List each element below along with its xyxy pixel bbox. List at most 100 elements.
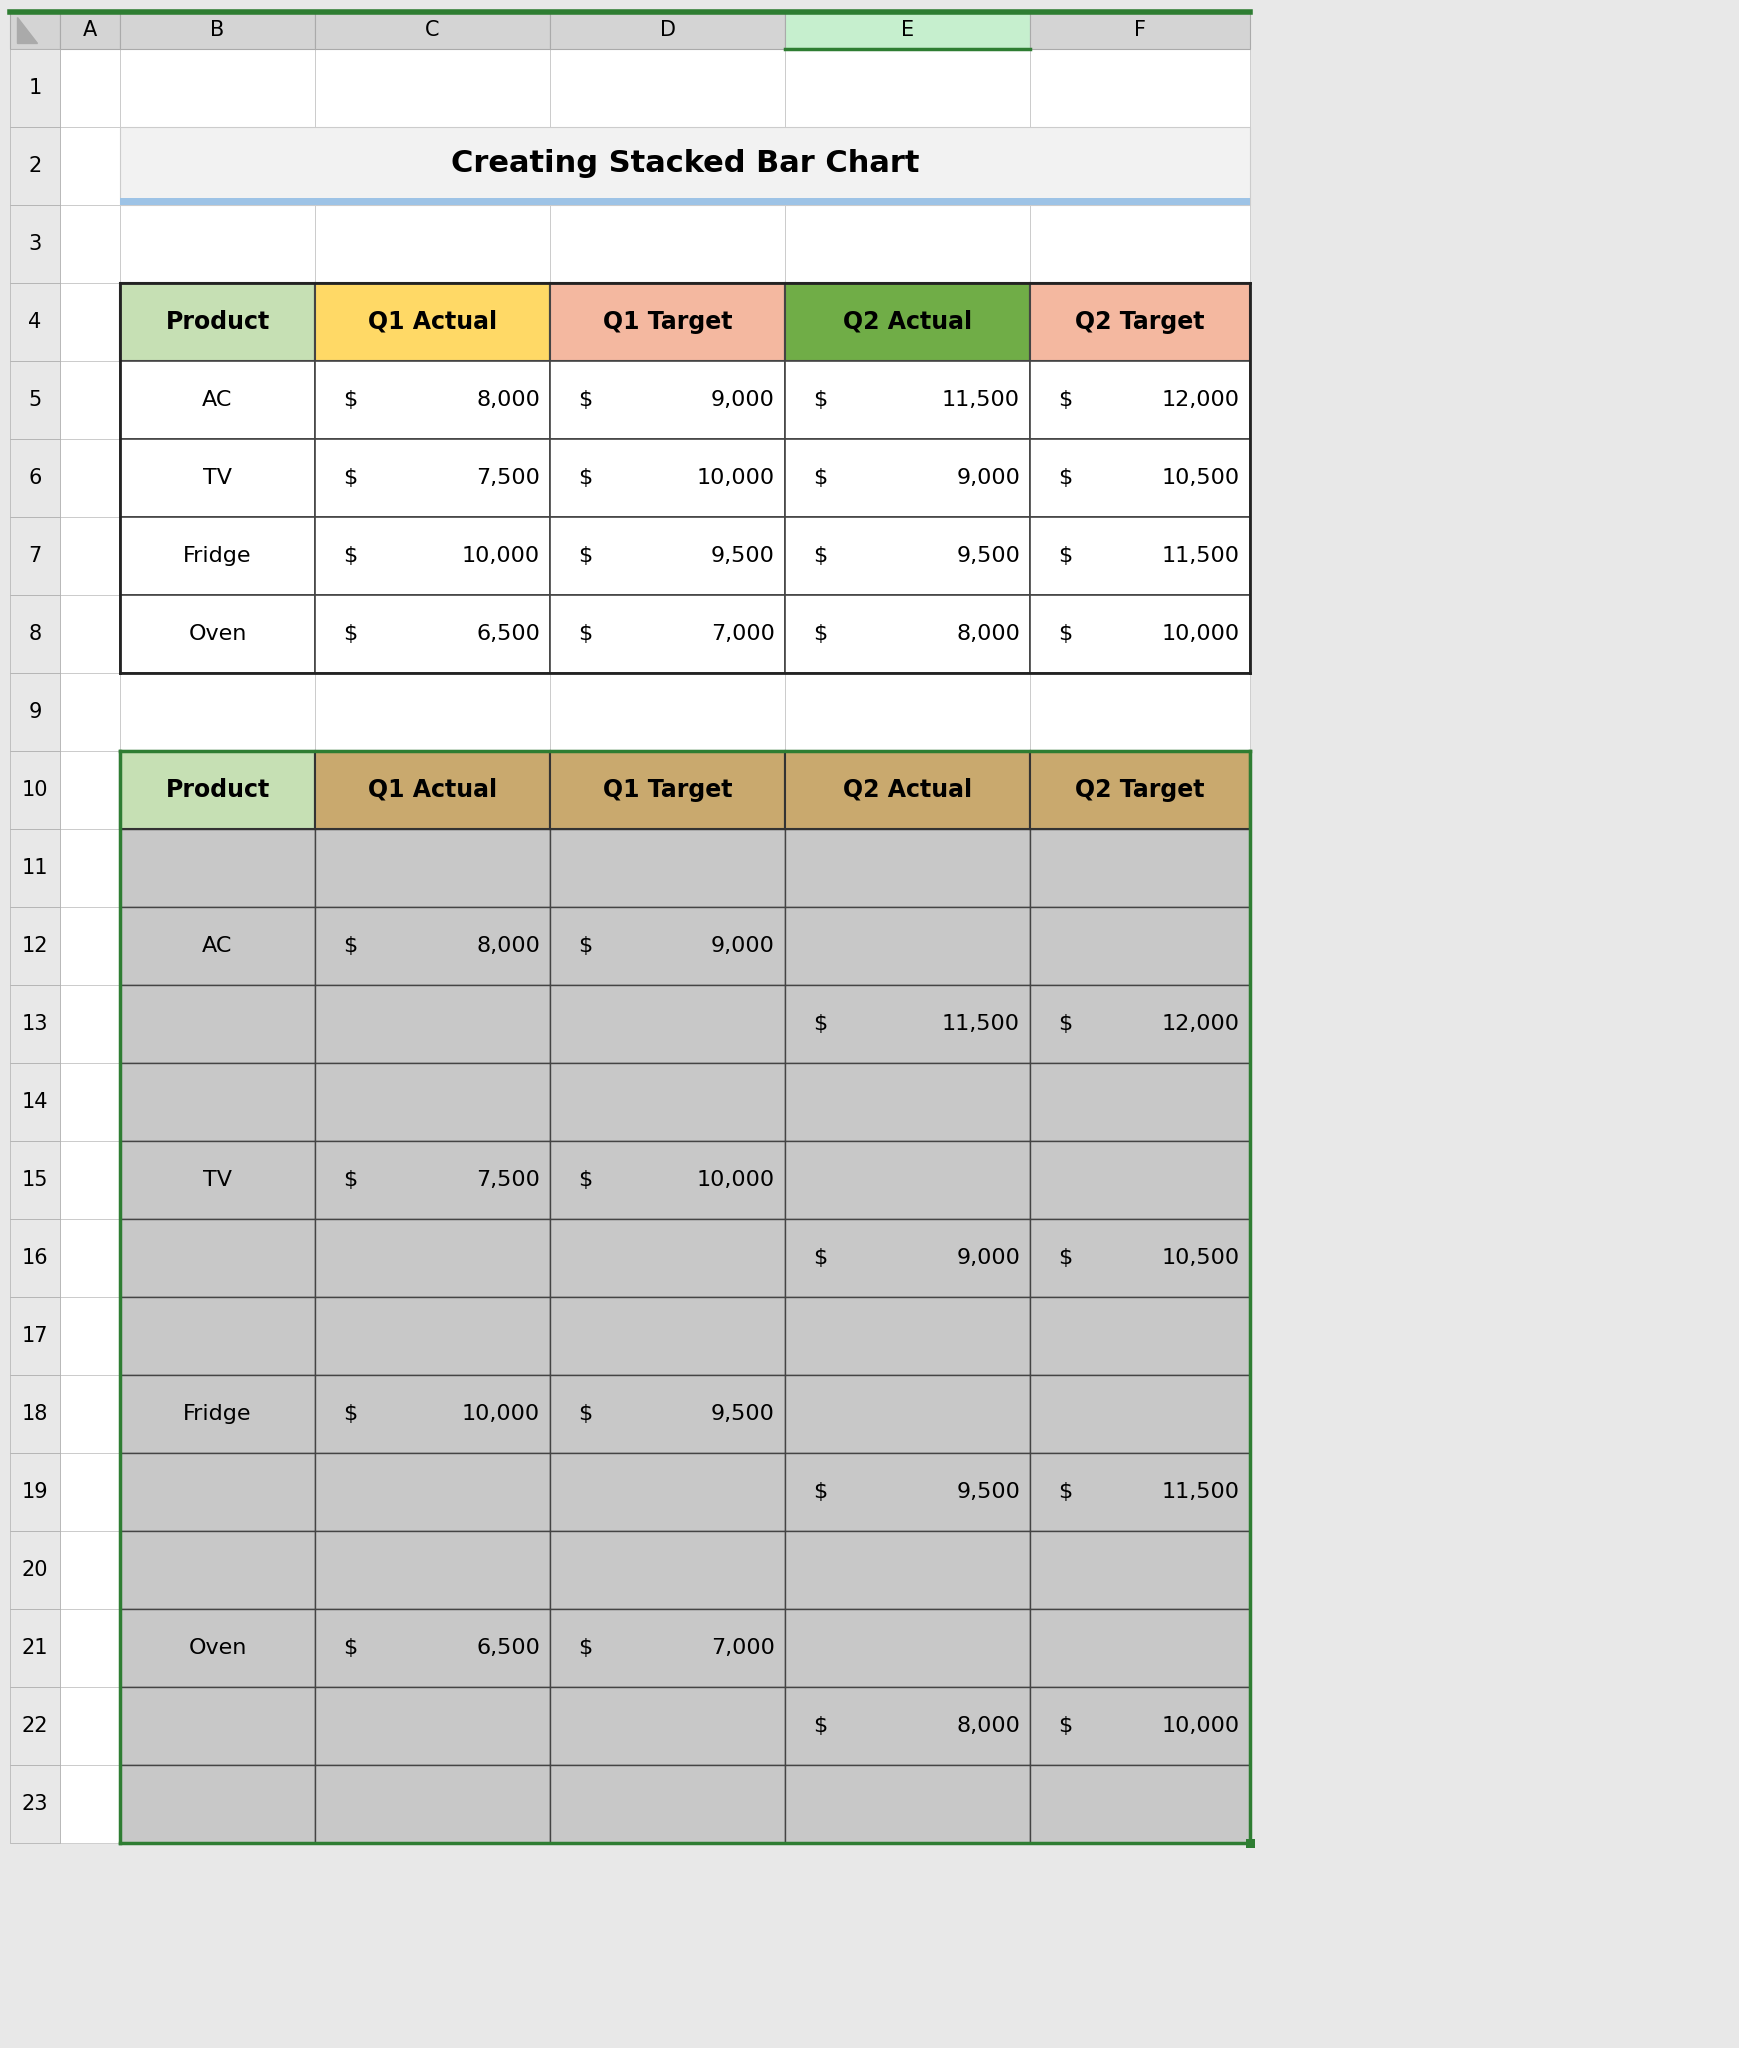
Bar bbox=[315, 283, 550, 360]
Bar bbox=[10, 752, 61, 829]
Bar bbox=[315, 907, 550, 985]
Bar bbox=[120, 1688, 315, 1765]
Bar bbox=[784, 985, 1029, 1063]
Text: 2: 2 bbox=[28, 156, 42, 176]
Bar bbox=[10, 516, 61, 596]
Bar bbox=[315, 674, 550, 752]
Bar bbox=[315, 1141, 550, 1219]
Bar bbox=[784, 49, 1029, 127]
Bar bbox=[120, 1610, 315, 1688]
Bar bbox=[550, 1296, 784, 1374]
Bar bbox=[61, 1532, 120, 1610]
Bar bbox=[1029, 985, 1250, 1063]
Text: 9,500: 9,500 bbox=[956, 1483, 1021, 1501]
Text: $: $ bbox=[1057, 547, 1073, 565]
Bar bbox=[1029, 1452, 1250, 1532]
Text: $: $ bbox=[814, 1247, 828, 1268]
Text: $: $ bbox=[577, 625, 593, 643]
Bar bbox=[550, 1452, 784, 1532]
Bar bbox=[550, 907, 784, 985]
Bar bbox=[550, 1452, 784, 1532]
Bar bbox=[784, 12, 1029, 49]
Bar bbox=[784, 1219, 1029, 1296]
Bar bbox=[315, 1219, 550, 1296]
Text: 15: 15 bbox=[23, 1169, 49, 1190]
Text: 8,000: 8,000 bbox=[476, 389, 541, 410]
Text: 8,000: 8,000 bbox=[956, 625, 1021, 643]
Bar bbox=[550, 205, 784, 283]
Bar bbox=[784, 438, 1029, 516]
Bar bbox=[550, 1141, 784, 1219]
Bar bbox=[1029, 283, 1250, 360]
Bar bbox=[1029, 907, 1250, 985]
Bar bbox=[120, 1219, 315, 1296]
Text: 21: 21 bbox=[23, 1638, 49, 1659]
Bar bbox=[1029, 596, 1250, 674]
Text: $: $ bbox=[577, 1638, 593, 1659]
Bar bbox=[61, 205, 120, 283]
Text: Fridge: Fridge bbox=[183, 1405, 252, 1423]
Bar bbox=[784, 907, 1029, 985]
Bar bbox=[784, 283, 1029, 360]
Bar bbox=[10, 1296, 61, 1374]
Text: Q1 Actual: Q1 Actual bbox=[369, 309, 497, 334]
Text: Q1 Target: Q1 Target bbox=[603, 778, 732, 803]
Bar bbox=[315, 283, 550, 360]
Text: 6,500: 6,500 bbox=[476, 1638, 541, 1659]
Bar bbox=[120, 1688, 315, 1765]
Bar bbox=[550, 127, 784, 205]
Bar bbox=[120, 752, 315, 829]
Bar bbox=[61, 283, 120, 360]
Bar bbox=[550, 907, 784, 985]
Text: Q2 Actual: Q2 Actual bbox=[843, 778, 972, 803]
Text: 9,000: 9,000 bbox=[711, 936, 776, 956]
Bar bbox=[784, 1296, 1029, 1374]
Text: 13: 13 bbox=[23, 1014, 49, 1034]
Bar bbox=[61, 1374, 120, 1452]
Bar bbox=[1029, 1765, 1250, 1843]
Bar bbox=[550, 360, 784, 438]
Bar bbox=[120, 1765, 315, 1843]
Bar bbox=[120, 516, 315, 596]
Bar bbox=[120, 283, 315, 360]
Bar bbox=[120, 907, 315, 985]
Text: $: $ bbox=[814, 1014, 828, 1034]
Bar bbox=[61, 1063, 120, 1141]
Bar bbox=[1029, 12, 1250, 49]
Text: $: $ bbox=[1057, 625, 1073, 643]
Bar bbox=[784, 360, 1029, 438]
Bar bbox=[61, 674, 120, 752]
Bar bbox=[120, 199, 1250, 205]
Bar bbox=[1029, 1063, 1250, 1141]
Bar bbox=[550, 985, 784, 1063]
Text: 10,000: 10,000 bbox=[697, 469, 776, 487]
Text: 14: 14 bbox=[23, 1092, 49, 1112]
Bar bbox=[784, 1688, 1029, 1765]
Text: Q2 Target: Q2 Target bbox=[1075, 778, 1205, 803]
Text: Q1 Target: Q1 Target bbox=[603, 309, 732, 334]
Bar bbox=[120, 985, 315, 1063]
Bar bbox=[10, 1219, 61, 1296]
Text: 1: 1 bbox=[28, 78, 42, 98]
Text: 9,000: 9,000 bbox=[711, 389, 776, 410]
Bar bbox=[61, 1296, 120, 1374]
Bar bbox=[1029, 1374, 1250, 1452]
Bar bbox=[1029, 1765, 1250, 1843]
Bar bbox=[120, 752, 315, 829]
Bar bbox=[10, 1532, 61, 1610]
Bar bbox=[550, 674, 784, 752]
Text: 9,500: 9,500 bbox=[711, 547, 776, 565]
Bar bbox=[550, 1610, 784, 1688]
Bar bbox=[315, 752, 550, 829]
Bar bbox=[120, 1374, 315, 1452]
Bar bbox=[1029, 516, 1250, 596]
Bar bbox=[315, 1374, 550, 1452]
Bar bbox=[550, 752, 784, 829]
Text: 23: 23 bbox=[23, 1794, 49, 1815]
Bar bbox=[784, 1141, 1029, 1219]
Bar bbox=[315, 596, 550, 674]
Bar bbox=[784, 596, 1029, 674]
Text: $: $ bbox=[1057, 1247, 1073, 1268]
Bar bbox=[550, 12, 784, 49]
Bar bbox=[61, 127, 120, 205]
